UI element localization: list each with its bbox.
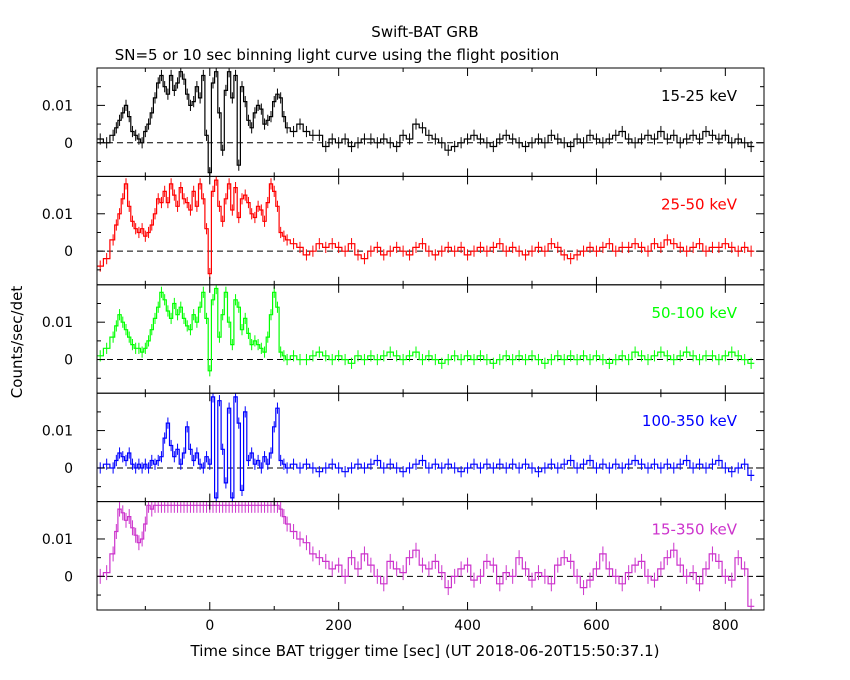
series-25-50-kev xyxy=(97,176,755,280)
panel-50-100-kev: 0 0.01 50-100 keV xyxy=(42,284,765,394)
x-tick-label: 400 xyxy=(454,618,481,634)
light-curve-line xyxy=(97,504,755,607)
series-100-350-kev xyxy=(97,393,755,502)
x-tick-labels: 0 200 400 600 800 xyxy=(205,618,738,634)
y-tick-label: 0 xyxy=(64,244,73,260)
series-15-350-kev xyxy=(97,501,755,610)
x-axis-label: Time since BAT trigger time [sec] (UT 20… xyxy=(190,642,660,660)
band-label: 25-50 keV xyxy=(661,195,738,213)
panel-15-350-kev: 0 0.01 15-350 keV xyxy=(42,501,765,611)
y-tick-label: 0 xyxy=(64,136,73,152)
light-curve-line xyxy=(97,179,755,275)
light-curve-line xyxy=(97,396,755,499)
panel-15-25-kev: 0 0.01 15-25 keV xyxy=(42,67,765,177)
panel-frame xyxy=(96,284,765,394)
series-15-25-kev xyxy=(97,68,755,177)
band-label: 15-350 keV xyxy=(651,521,737,539)
light-curve-line xyxy=(97,71,755,174)
panel-frame xyxy=(96,175,765,286)
x-tick-label: 0 xyxy=(205,618,214,634)
band-label: 100-350 keV xyxy=(642,412,738,430)
panel-frame xyxy=(96,501,765,611)
panel-100-350-kev: 0 0.01 100-350 keV xyxy=(42,392,765,503)
y-tick-label: 0.01 xyxy=(42,98,73,114)
y-tick-label: 0.01 xyxy=(42,315,73,331)
panel-25-50-kev: 0 0.01 25-50 keV xyxy=(42,175,765,286)
x-tick-label: 200 xyxy=(325,618,352,634)
y-tick-label: 0.01 xyxy=(42,424,73,440)
y-axis-label: Counts/sec/det xyxy=(8,286,26,399)
y-tick-label: 0.01 xyxy=(42,532,73,548)
panels: 0 0.01 15-25 keV 0 0.01 25-50 keV 0 0.01 50-100 … xyxy=(42,67,765,611)
y-tick-label: 0 xyxy=(64,461,73,477)
x-tick-label: 600 xyxy=(583,618,610,634)
band-label: 15-25 keV xyxy=(661,87,738,105)
y-tick-label: 0 xyxy=(64,353,73,369)
chart-subtitle: SN=5 or 10 sec binning light curve using… xyxy=(115,46,560,64)
band-label: 50-100 keV xyxy=(651,304,737,322)
x-tick-label: 800 xyxy=(712,618,739,634)
y-tick-label: 0 xyxy=(64,569,73,585)
y-tick-label: 0.01 xyxy=(42,207,73,223)
series-50-100-kev xyxy=(97,284,755,377)
chart-title: Swift-BAT GRB xyxy=(371,23,478,41)
light-curve-line xyxy=(97,287,755,372)
